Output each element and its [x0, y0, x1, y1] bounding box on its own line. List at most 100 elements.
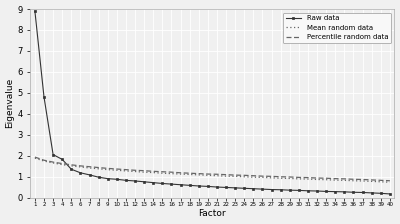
Mean random data [96, 168, 101, 170]
Mean random data [142, 171, 146, 174]
Raw data [133, 180, 138, 182]
Raw data [160, 182, 165, 185]
Mean random data [60, 163, 65, 166]
Raw data [87, 174, 92, 176]
Mean random data [360, 180, 365, 182]
Raw data [32, 10, 37, 13]
Raw data [378, 192, 383, 195]
Raw data [124, 179, 128, 182]
Mean random data [105, 168, 110, 171]
Percentile random data [233, 174, 238, 177]
Mean random data [324, 178, 328, 181]
Raw data [324, 190, 328, 193]
Mean random data [242, 175, 247, 178]
Raw data [315, 190, 320, 192]
Raw data [214, 186, 219, 188]
Raw data [388, 193, 392, 195]
Percentile random data [214, 173, 219, 176]
Mean random data [169, 172, 174, 175]
Percentile random data [287, 176, 292, 178]
Raw data [69, 168, 74, 171]
Raw data [42, 96, 46, 98]
Raw data [224, 186, 228, 189]
Mean random data [160, 172, 165, 174]
Mean random data [378, 181, 383, 183]
Percentile random data [142, 169, 146, 172]
Percentile random data [151, 170, 156, 173]
Raw data [178, 183, 183, 186]
Percentile random data [124, 168, 128, 171]
Raw data [342, 190, 347, 193]
Raw data [287, 189, 292, 192]
Percentile random data [114, 168, 119, 170]
Line: Percentile random data: Percentile random data [35, 157, 390, 181]
Raw data [169, 183, 174, 185]
Mean random data [124, 170, 128, 172]
Percentile random data [242, 174, 247, 177]
Raw data [142, 181, 146, 183]
Mean random data [87, 167, 92, 169]
Percentile random data [32, 156, 37, 158]
Percentile random data [315, 177, 320, 179]
Percentile random data [324, 177, 328, 180]
Mean random data [233, 175, 238, 178]
Percentile random data [360, 178, 365, 181]
Percentile random data [251, 174, 256, 177]
Raw data [233, 187, 238, 189]
Percentile random data [342, 178, 347, 180]
Raw data [151, 181, 156, 184]
Mean random data [351, 179, 356, 182]
Percentile random data [160, 170, 165, 173]
Mean random data [224, 175, 228, 177]
Mean random data [260, 176, 265, 179]
Raw data [60, 158, 65, 161]
Mean random data [214, 174, 219, 177]
Mean random data [296, 178, 301, 180]
Raw data [96, 176, 101, 179]
Mean random data [251, 176, 256, 179]
Mean random data [342, 179, 347, 182]
Percentile random data [178, 171, 183, 174]
Mean random data [306, 178, 310, 180]
Mean random data [333, 179, 338, 181]
Percentile random data [378, 179, 383, 182]
Percentile random data [96, 166, 101, 169]
Percentile random data [187, 172, 192, 174]
Percentile random data [224, 173, 228, 176]
Percentile random data [206, 173, 210, 175]
Percentile random data [269, 175, 274, 178]
Percentile random data [333, 177, 338, 180]
Raw data [251, 187, 256, 190]
Line: Mean random data: Mean random data [35, 158, 390, 182]
Mean random data [278, 177, 283, 180]
Raw data [369, 192, 374, 194]
Mean random data [114, 169, 119, 172]
Raw data [278, 188, 283, 191]
Percentile random data [133, 169, 138, 172]
Mean random data [133, 170, 138, 173]
Percentile random data [60, 162, 65, 165]
Raw data [78, 171, 83, 174]
Percentile random data [351, 178, 356, 181]
Raw data [296, 189, 301, 192]
Percentile random data [306, 176, 310, 179]
Mean random data [269, 177, 274, 179]
Raw data [260, 188, 265, 190]
Mean random data [287, 177, 292, 180]
Mean random data [187, 173, 192, 176]
Percentile random data [388, 179, 392, 182]
Percentile random data [42, 159, 46, 162]
Mean random data [32, 157, 37, 159]
Mean random data [151, 171, 156, 174]
Mean random data [196, 174, 201, 176]
Raw data [333, 190, 338, 193]
Raw data [51, 153, 56, 156]
Mean random data [206, 174, 210, 177]
Percentile random data [296, 176, 301, 179]
Mean random data [78, 166, 83, 168]
Percentile random data [87, 165, 92, 168]
Raw data [351, 191, 356, 194]
Percentile random data [369, 179, 374, 181]
Raw data [114, 178, 119, 181]
Raw data [306, 190, 310, 192]
